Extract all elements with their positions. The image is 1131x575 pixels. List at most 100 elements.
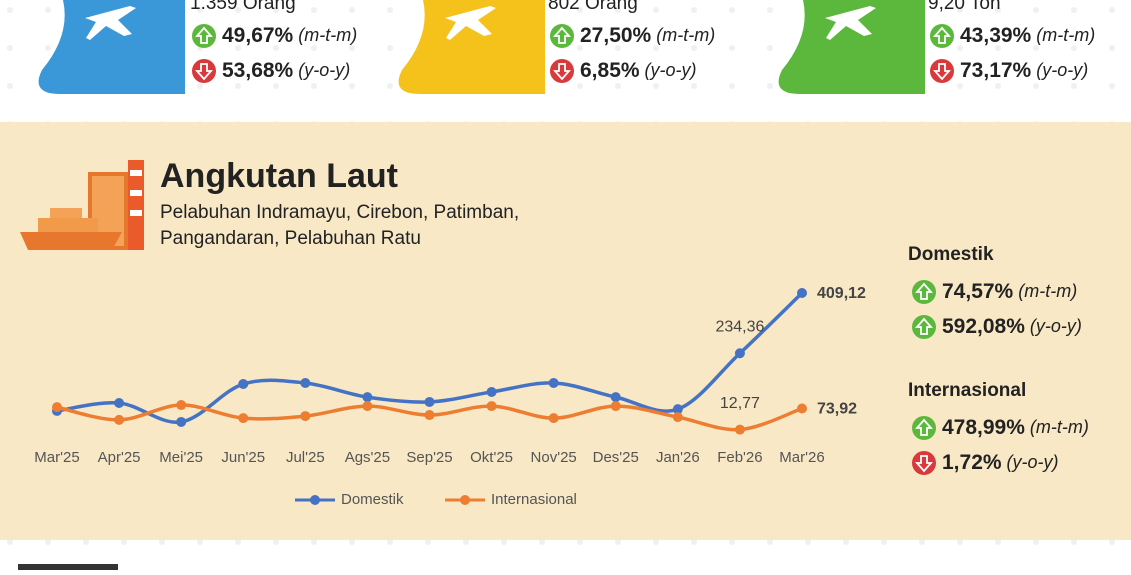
point [797,288,807,298]
down-icon [192,59,216,83]
stat-row: 73,17% (y-o-y) [960,59,1088,82]
stat-pct: 1,72% [942,451,1002,474]
section-title: Angkutan Laut [160,157,398,195]
point [672,412,683,423]
stat-pct: 49,67% [222,24,294,47]
stat-label: (y-o-y) [1036,60,1088,80]
down-icon [912,451,936,475]
up-icon [192,24,216,48]
point [486,386,497,397]
x-tick-label: Sep'25 [406,449,452,466]
x-tick-label: Des'25 [593,449,639,466]
stat-row: 49,67% (m-t-m) [222,24,357,47]
x-tick-label: Nov'25 [531,449,577,466]
point [114,397,125,408]
stat-pct: 6,85% [580,59,640,82]
up-icon [550,24,574,48]
stat-label: (m-t-m) [1018,281,1077,301]
legend-label: Domestik [341,491,404,508]
stat-group-title: Domestik [908,244,994,265]
point [548,377,559,388]
card-value: 1.359 Orang [190,0,296,14]
arrow [933,26,951,44]
arrow [915,282,933,300]
stat-row: 592,08% (y-o-y) [942,315,1082,338]
stat-row: 6,85% (y-o-y) [580,59,697,82]
point [300,377,311,388]
stat-row: 1,72% (y-o-y) [942,451,1059,474]
stat-pct: 478,99% [942,416,1025,439]
down-icon [550,59,574,83]
stat-label: (y-o-y) [298,60,350,80]
value-label: 73,92 [817,401,857,418]
point [734,348,745,359]
card-shape [778,0,925,94]
stat-label: (y-o-y) [1007,452,1059,472]
point [610,392,621,403]
x-tick-label: Jan'26 [656,449,700,466]
up-icon [912,315,936,339]
stat-label: (y-o-y) [1030,316,1082,336]
up-icon [930,24,954,48]
stat-row: 43,39% (m-t-m) [960,24,1095,47]
stat-pct: 43,39% [960,24,1032,47]
x-tick-label: Jul'25 [286,449,325,466]
section-background [0,122,1131,540]
stat-pct: 53,68% [222,59,294,82]
arrow [915,418,933,436]
stat-pct: 27,50% [580,24,652,47]
arrow [195,26,213,44]
bottom-icon [18,564,118,570]
stat-label: (m-t-m) [656,25,715,45]
value-label: 234,36 [715,318,764,335]
stat-pct: 73,17% [960,59,1032,82]
point [734,424,745,435]
stat-row: 27,50% (m-t-m) [580,24,715,47]
x-tick-label: Ags'25 [345,449,390,466]
point [424,396,435,407]
point [486,401,497,412]
plane-icon [85,6,136,40]
plane-icon [445,6,496,40]
arrow [933,63,951,81]
point [610,401,621,412]
arrow [553,63,571,81]
stat-pct: 592,08% [942,315,1025,338]
legend-marker [310,495,320,505]
point [52,402,62,413]
section-subtitle: Pangandaran, Pelabuhan Ratu [160,228,421,249]
x-tick-label: Feb'26 [717,449,762,466]
x-tick-label: Mar'25 [34,449,79,466]
up-icon [912,416,936,440]
x-tick-label: Mar'26 [779,449,824,466]
stat-row: 53,68% (y-o-y) [222,59,350,82]
point [672,404,683,415]
up-icon [912,280,936,304]
card-shape [38,0,185,94]
down-icon [930,59,954,83]
stat-row: 478,99% (m-t-m) [942,416,1089,439]
value-label: 409,12 [817,285,866,302]
point [424,410,435,421]
point [176,400,187,411]
x-tick-label: Apr'25 [98,449,141,466]
point [362,392,373,403]
point [176,416,187,427]
arrow [195,63,213,81]
card-shape [398,0,545,94]
x-tick-label: Okt'25 [470,449,513,466]
point [238,413,249,424]
point [797,403,807,414]
stat-label: (m-t-m) [298,25,357,45]
stat-row: 74,57% (m-t-m) [942,280,1077,303]
card-value: 9,20 Ton [928,0,1001,14]
stat-label: (y-o-y) [645,60,697,80]
point [238,379,249,390]
legend-marker [460,495,470,505]
arrow [553,26,571,44]
point [362,401,373,412]
legend-label: Internasional [491,491,577,508]
stat-pct: 74,57% [942,280,1014,303]
value-label: 12,77 [720,395,760,412]
